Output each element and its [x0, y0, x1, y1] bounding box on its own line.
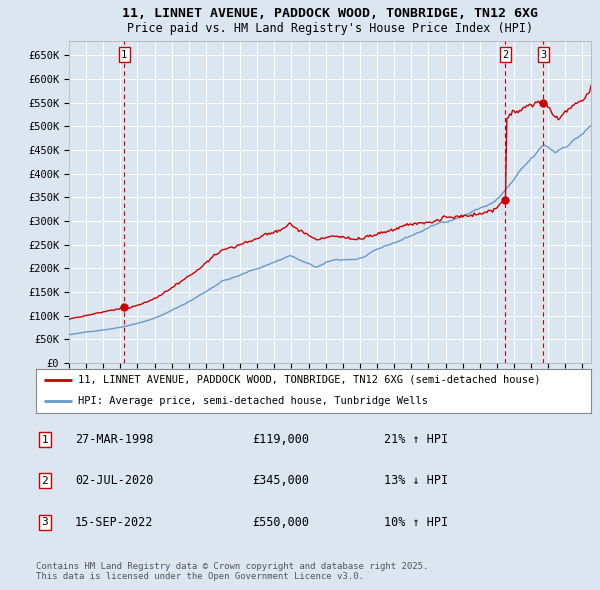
Text: £345,000: £345,000 — [252, 474, 309, 487]
Text: 2: 2 — [41, 476, 49, 486]
Text: 1: 1 — [121, 50, 127, 60]
Text: 02-JUL-2020: 02-JUL-2020 — [75, 474, 154, 487]
Text: £119,000: £119,000 — [252, 433, 309, 446]
Text: Price paid vs. HM Land Registry's House Price Index (HPI): Price paid vs. HM Land Registry's House … — [127, 22, 533, 35]
Text: 11, LINNET AVENUE, PADDOCK WOOD, TONBRIDGE, TN12 6XG (semi-detached house): 11, LINNET AVENUE, PADDOCK WOOD, TONBRID… — [77, 375, 540, 385]
Text: 10% ↑ HPI: 10% ↑ HPI — [384, 516, 448, 529]
Text: 3: 3 — [41, 517, 49, 527]
Text: 11, LINNET AVENUE, PADDOCK WOOD, TONBRIDGE, TN12 6XG: 11, LINNET AVENUE, PADDOCK WOOD, TONBRID… — [122, 7, 538, 20]
Text: 1: 1 — [41, 435, 49, 444]
Text: Contains HM Land Registry data © Crown copyright and database right 2025.
This d: Contains HM Land Registry data © Crown c… — [36, 562, 428, 581]
Text: 27-MAR-1998: 27-MAR-1998 — [75, 433, 154, 446]
Text: £550,000: £550,000 — [252, 516, 309, 529]
Text: 21% ↑ HPI: 21% ↑ HPI — [384, 433, 448, 446]
Text: HPI: Average price, semi-detached house, Tunbridge Wells: HPI: Average price, semi-detached house,… — [77, 396, 428, 405]
Text: 13% ↓ HPI: 13% ↓ HPI — [384, 474, 448, 487]
Text: 2: 2 — [502, 50, 509, 60]
Text: 15-SEP-2022: 15-SEP-2022 — [75, 516, 154, 529]
Text: 3: 3 — [540, 50, 547, 60]
